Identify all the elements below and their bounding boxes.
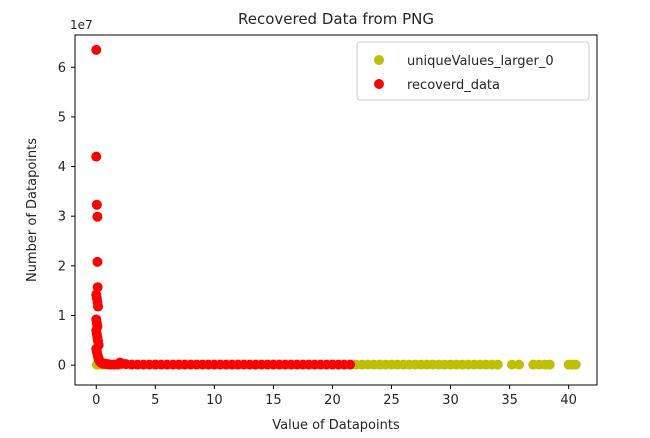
point-uniquevalues	[492, 359, 503, 370]
legend-marker-recoverd	[374, 79, 384, 89]
point-recoverd	[91, 151, 102, 162]
x-tick-label: 35	[501, 393, 518, 408]
x-tick-label: 30	[442, 393, 459, 408]
y-tick-label: 6	[58, 61, 66, 76]
x-tick-label: 5	[151, 393, 159, 408]
x-tick-label: 0	[92, 393, 100, 408]
x-tick-label: 20	[324, 393, 341, 408]
point-uniquevalues	[570, 359, 581, 370]
point-uniquevalues	[544, 359, 555, 370]
point-uniquevalues	[514, 359, 525, 370]
y-tick-label: 2	[58, 259, 66, 274]
point-recoverd	[345, 359, 356, 370]
y-tick-label: 4	[58, 160, 66, 175]
x-axis-label: Value of Datapoints	[272, 418, 400, 433]
x-tick-label: 10	[206, 393, 223, 408]
y-tick-label: 5	[58, 110, 66, 125]
legend-marker-uniquevalues	[374, 55, 384, 65]
point-uniquevalues	[506, 359, 517, 370]
x-tick-label: 40	[560, 393, 577, 408]
legend-label-uniquevalues: uniqueValues_larger_0	[407, 54, 554, 69]
y-tick-label: 0	[58, 359, 66, 374]
legend-box	[356, 41, 590, 101]
plot-frame	[74, 34, 598, 386]
x-axis-ticks: 0 5 10 15 20 25 30 35 40	[92, 385, 577, 408]
y-tick-label: 1	[58, 309, 66, 324]
y-tick-label: 3	[58, 210, 66, 225]
data-points	[91, 44, 581, 370]
legend: uniqueValues_larger_0 recoverd_data	[356, 41, 590, 101]
point-recoverd	[91, 199, 102, 210]
chart-title: Recovered Data from PNG	[238, 10, 434, 28]
point-recoverd	[92, 282, 103, 293]
point-recoverd	[92, 211, 103, 222]
point-recoverd	[92, 256, 103, 267]
x-tick-label: 15	[265, 393, 282, 408]
legend-label-recoverd: recoverd_data	[407, 78, 500, 93]
y-axis-label: Number of Datapoints	[25, 138, 40, 282]
point-recoverd	[93, 301, 104, 312]
y-offset-label: 1e7	[70, 18, 93, 32]
point-recoverd	[91, 44, 102, 55]
x-tick-label: 25	[383, 393, 400, 408]
y-axis-ticks: 0 1 2 3 4 5 6	[58, 61, 75, 374]
